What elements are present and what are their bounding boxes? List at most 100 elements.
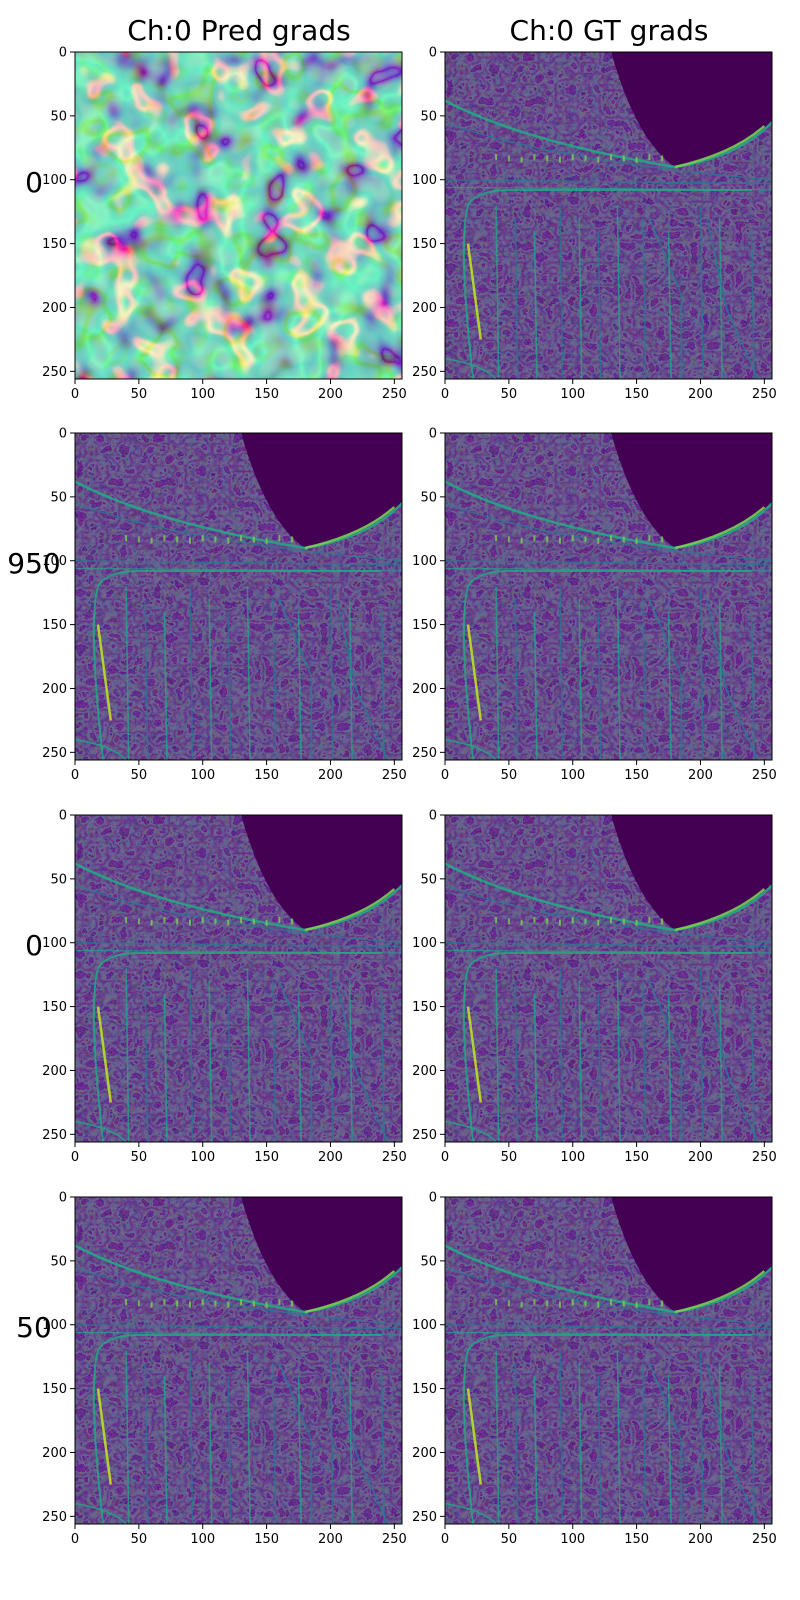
heatmap-svg: 0 50 100 150 200 250 0 50 100 150 200 250 bbox=[412, 809, 777, 1166]
edge-line bbox=[74, 738, 127, 761]
edge-line bbox=[578, 218, 583, 380]
axes-frame bbox=[444, 51, 773, 380]
edge-line bbox=[616, 205, 621, 380]
y-tick-label: 50 bbox=[50, 872, 67, 887]
edge-line bbox=[466, 1388, 483, 1485]
y-tick-label: 200 bbox=[412, 301, 437, 316]
heatmap-panel: 0 50 100 150 200 250 0 50 100 150 200 250 bbox=[42, 1191, 407, 1548]
edge-line bbox=[246, 1350, 251, 1525]
edge-line bbox=[189, 586, 194, 761]
edge-line bbox=[466, 243, 483, 340]
edge-line bbox=[597, 230, 602, 380]
heatmap-svg: 0 50 100 150 200 250 0 50 100 150 200 250 bbox=[42, 46, 407, 403]
edge-structure bbox=[444, 1244, 773, 1525]
heatmap-svg: 0 50 100 150 200 250 0 50 100 150 200 250 bbox=[412, 1191, 777, 1548]
edge-line bbox=[533, 230, 538, 380]
edge-line bbox=[462, 951, 752, 1143]
edge-line bbox=[495, 205, 500, 380]
edge-line bbox=[648, 1362, 683, 1524]
edge-line bbox=[559, 968, 564, 1143]
edge-line bbox=[444, 178, 773, 185]
heatmap-panel: 0 50 100 150 200 250 0 50 100 150 200 250 bbox=[412, 809, 777, 1166]
x-tick-label: 250 bbox=[382, 1150, 407, 1165]
edge-line bbox=[462, 1333, 752, 1525]
edge-line bbox=[667, 1375, 672, 1525]
y-tick-label: 200 bbox=[42, 682, 67, 697]
y-tick-label: 200 bbox=[412, 1446, 437, 1461]
x-tick-label: 0 bbox=[71, 768, 79, 783]
edge-line bbox=[444, 121, 773, 181]
x-tick-label: 250 bbox=[382, 768, 407, 783]
sky-region bbox=[611, 815, 772, 930]
x-tick-label: 50 bbox=[131, 387, 148, 402]
edge-line bbox=[559, 1350, 564, 1525]
heatmap-panel: 0 50 100 150 200 250 0 50 100 150 200 250 bbox=[412, 1191, 777, 1548]
edge-line bbox=[444, 1266, 773, 1326]
axes-frame bbox=[444, 814, 773, 1143]
edge-line bbox=[163, 611, 168, 761]
x-tick-label: 100 bbox=[560, 387, 585, 402]
edge-line bbox=[718, 981, 723, 1143]
edge-line bbox=[444, 738, 497, 761]
heatmap-panel: 0 50 100 150 200 250 0 50 100 150 200 250 bbox=[42, 809, 407, 1166]
x-tick-label: 250 bbox=[752, 387, 777, 402]
edge-line bbox=[514, 981, 519, 1143]
y-tick-label: 150 bbox=[42, 1000, 67, 1015]
edge-line bbox=[705, 598, 759, 761]
edge-line bbox=[495, 586, 500, 761]
edge-line bbox=[74, 862, 403, 932]
x-tick-label: 50 bbox=[131, 1150, 148, 1165]
edge-line bbox=[674, 506, 766, 550]
edge-line bbox=[444, 559, 773, 566]
x-tick-label: 250 bbox=[382, 1532, 407, 1547]
y-tick-label: 50 bbox=[420, 109, 437, 124]
y-tick-label: 100 bbox=[412, 1318, 437, 1333]
edge-line bbox=[444, 1323, 773, 1330]
edge-line bbox=[667, 611, 672, 761]
y-tick-label: 250 bbox=[42, 365, 67, 380]
x-tick-label: 200 bbox=[318, 768, 343, 783]
x-tick-label: 50 bbox=[501, 1532, 518, 1547]
edge-line bbox=[444, 884, 773, 944]
edge-line bbox=[144, 981, 149, 1143]
edge-line bbox=[495, 1350, 500, 1525]
edge-line bbox=[597, 1375, 602, 1525]
noise-texture bbox=[75, 52, 402, 379]
edge-line bbox=[92, 951, 382, 1143]
edge-line bbox=[705, 980, 759, 1143]
edge-line bbox=[74, 1502, 127, 1525]
edge-line bbox=[750, 230, 755, 380]
edge-line bbox=[329, 586, 334, 761]
edge-structure bbox=[74, 862, 403, 1143]
y-tick-label: 100 bbox=[42, 173, 67, 188]
x-tick-label: 200 bbox=[688, 1150, 713, 1165]
edge-line bbox=[705, 217, 759, 380]
y-tick-label: 50 bbox=[50, 109, 67, 124]
edge-line bbox=[466, 624, 483, 721]
y-tick-label: 150 bbox=[42, 618, 67, 633]
y-tick-label: 100 bbox=[42, 554, 67, 569]
edge-line bbox=[667, 230, 672, 380]
edge-line bbox=[272, 981, 277, 1143]
x-tick-label: 100 bbox=[190, 387, 215, 402]
edge-line bbox=[648, 598, 683, 760]
y-tick-label: 200 bbox=[42, 301, 67, 316]
edge-line bbox=[674, 125, 766, 169]
edge-line bbox=[514, 218, 519, 380]
x-tick-label: 0 bbox=[71, 1150, 79, 1165]
y-tick-label: 150 bbox=[412, 1382, 437, 1397]
edge-line bbox=[163, 993, 168, 1143]
edge-line bbox=[163, 1375, 168, 1525]
heatmap-svg: 0 50 100 150 200 250 0 50 100 150 200 250 bbox=[412, 46, 777, 403]
x-tick-label: 0 bbox=[71, 387, 79, 402]
y-tick-label: 200 bbox=[412, 682, 437, 697]
edge-line bbox=[699, 205, 704, 380]
edge-line bbox=[648, 980, 683, 1142]
edge-line bbox=[208, 1363, 213, 1525]
x-tick-label: 50 bbox=[131, 768, 148, 783]
edge-line bbox=[125, 1350, 130, 1525]
edge-line bbox=[227, 611, 232, 761]
edge-line bbox=[74, 1244, 403, 1314]
edge-line bbox=[578, 599, 583, 761]
edge-line bbox=[750, 993, 755, 1143]
